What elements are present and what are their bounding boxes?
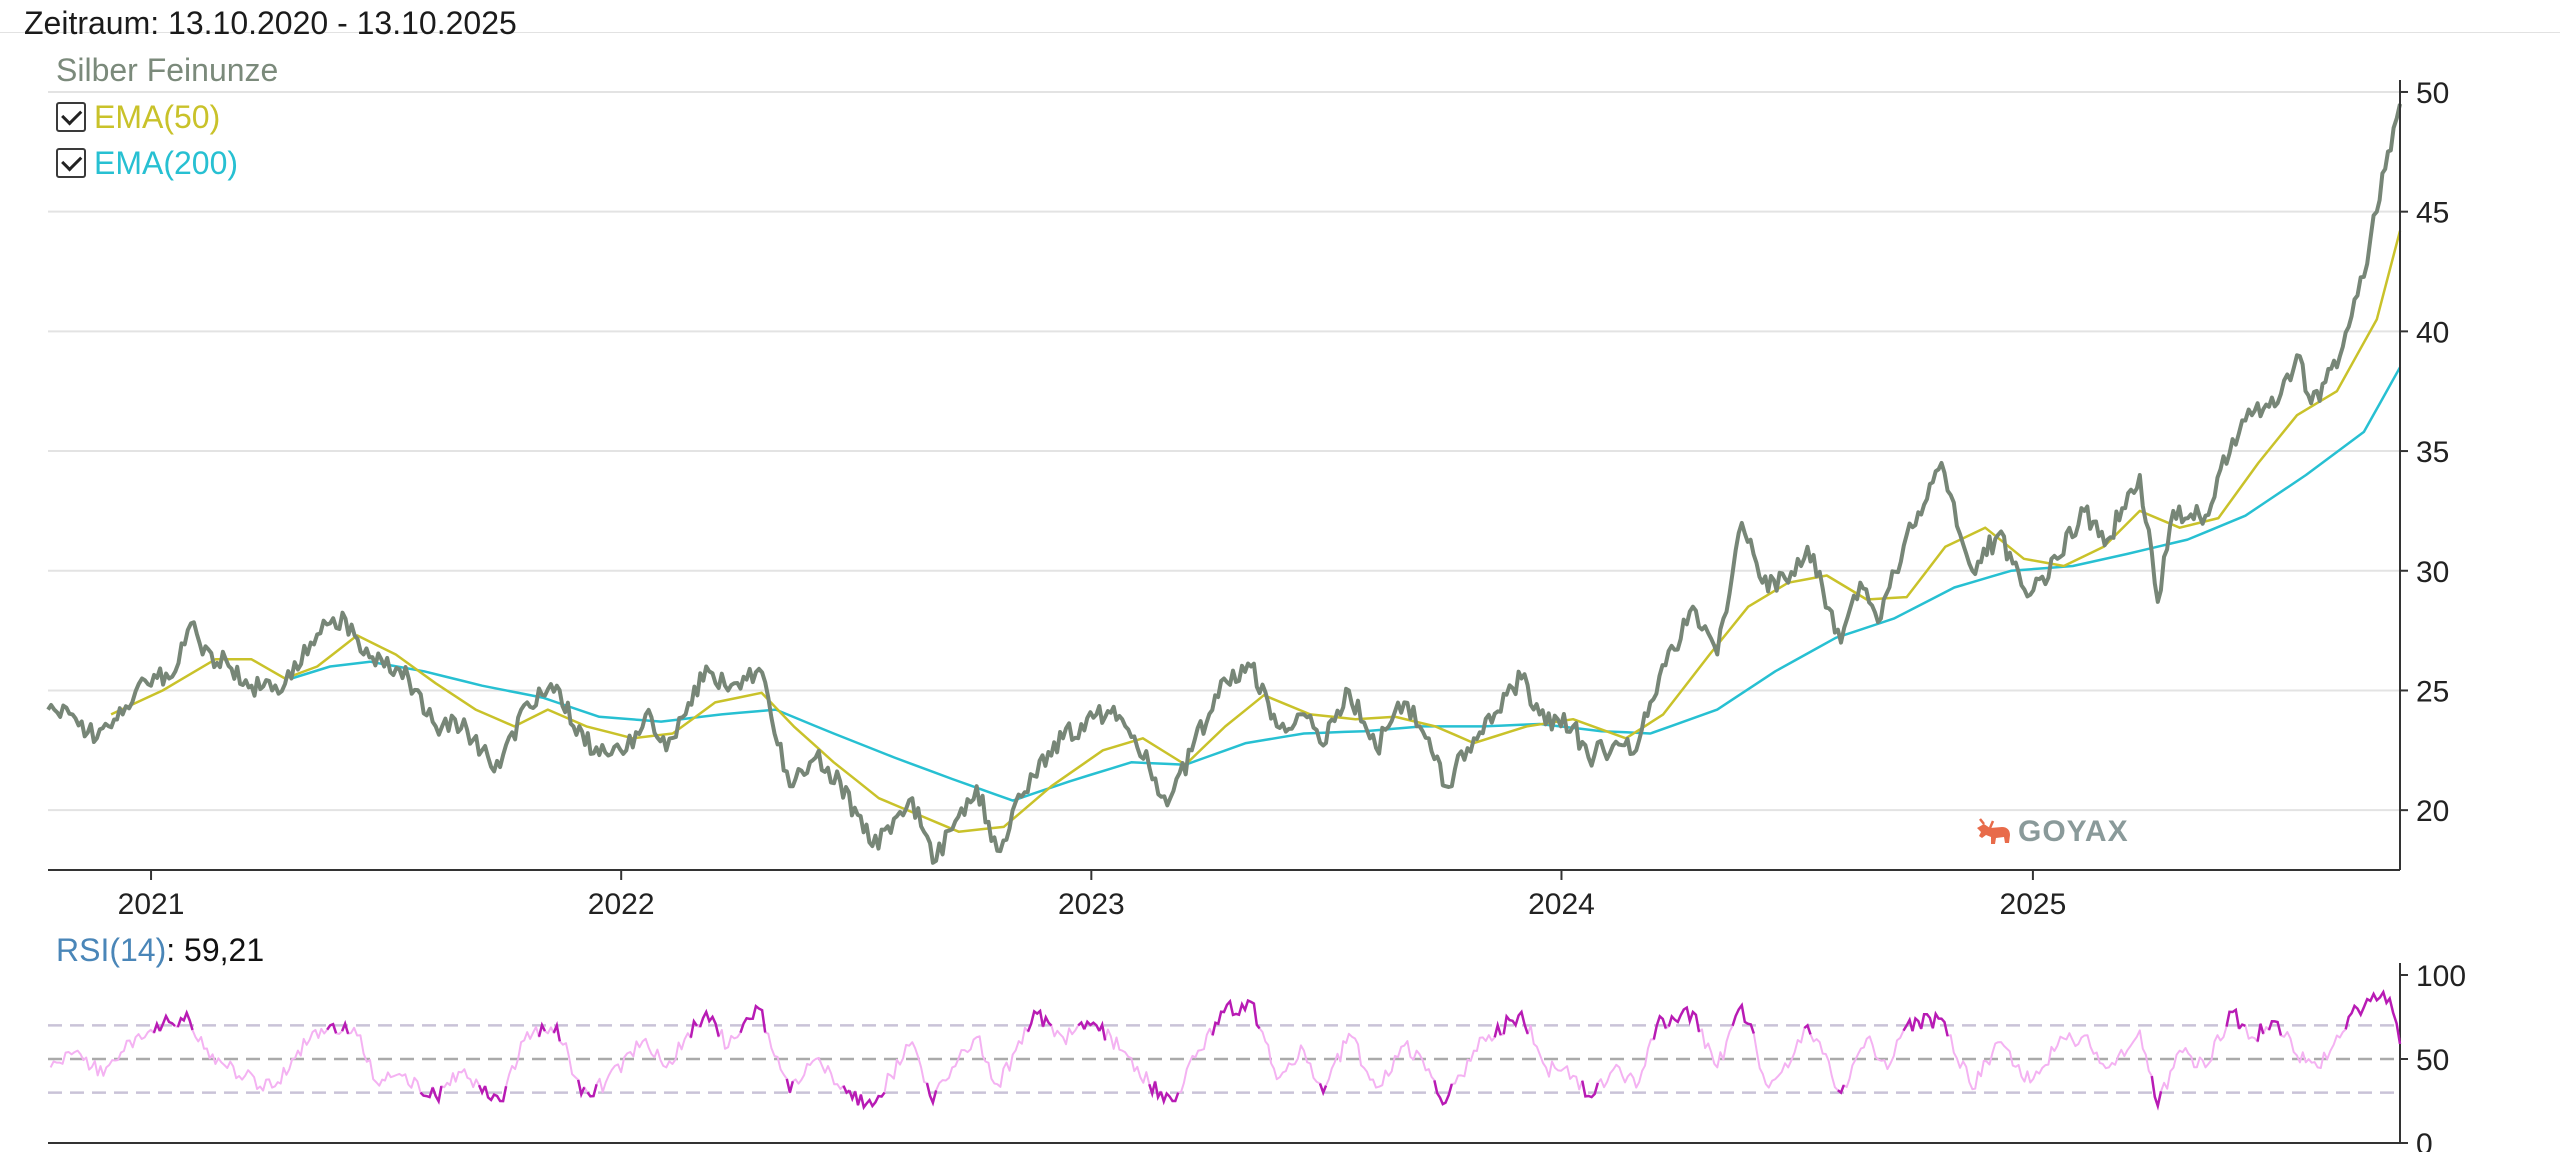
rsi-extreme-segment xyxy=(1902,1016,1914,1032)
check-icon xyxy=(61,150,83,172)
rsi-extreme-segment xyxy=(2225,1007,2241,1029)
rsi-extreme-segment xyxy=(1083,1019,1101,1032)
y-tick-label: 30 xyxy=(2416,556,2449,589)
rsi-extreme-segment xyxy=(1159,1091,1180,1106)
rsi-extreme-segment xyxy=(925,1082,938,1107)
rsi-extreme-segment xyxy=(537,1021,547,1038)
rsi-y-tick-label: 100 xyxy=(2416,960,2466,993)
ema200-label: EMA(200) xyxy=(94,144,239,181)
y-tick-label: 25 xyxy=(2416,675,2449,708)
rsi-extreme-segment xyxy=(2150,1075,2163,1111)
rsi-extreme-segment xyxy=(1098,1020,1107,1041)
rsi-extreme-segment xyxy=(1026,1008,1045,1033)
ema200-checkbox[interactable] xyxy=(56,148,86,178)
rsi-extreme-segment xyxy=(326,1022,338,1034)
rsi-extreme-segment xyxy=(431,1085,443,1105)
ema50-toggle[interactable]: EMA(50) xyxy=(56,98,220,136)
y-tick-label: 20 xyxy=(2416,795,2449,828)
rsi-separator: : xyxy=(166,932,185,968)
x-tick-label: 2023 xyxy=(1058,888,1125,921)
rsi-extreme-segment xyxy=(1211,998,1261,1036)
rsi-chart: 0 50 100 xyxy=(48,960,2466,1152)
goyax-logo: GOYAX xyxy=(1974,815,2129,849)
rsi-extreme-segment xyxy=(477,1084,487,1096)
rsi-extreme-segment xyxy=(2267,1020,2283,1036)
rsi-extreme-segment xyxy=(576,1079,586,1099)
ema200-toggle[interactable]: EMA(200) xyxy=(56,144,238,182)
rsi-extreme-segment xyxy=(176,1009,194,1031)
ema200-line xyxy=(291,366,2402,802)
series-name: Silber Feinunze xyxy=(56,52,279,88)
rsi-extreme-segment xyxy=(1652,1014,1667,1040)
period-label: Zeitraum: 13.10.2020 - 13.10.2025 xyxy=(24,5,517,41)
rsi-extreme-segment xyxy=(1919,1013,1935,1030)
rsi-y-tick-label: 0 xyxy=(2416,1128,2433,1152)
rsi-extreme-segment xyxy=(739,1004,767,1034)
rsi-extreme-segment xyxy=(848,1090,857,1103)
rsi-extreme-segment xyxy=(1911,1016,1923,1032)
rsi-extreme-segment xyxy=(785,1078,795,1093)
y-tick-label: 35 xyxy=(2416,436,2449,469)
rsi-extreme-segment xyxy=(1803,1023,1812,1035)
rsi-extreme-segment xyxy=(1731,1002,1755,1034)
rsi-extreme-segment xyxy=(552,1020,562,1042)
rsi-extreme-segment xyxy=(1153,1081,1163,1102)
check-icon xyxy=(61,104,83,126)
ema200-layer xyxy=(291,366,2402,802)
rsi-extreme-segment xyxy=(2344,989,2402,1045)
rsi-value: 59,21 xyxy=(184,932,265,968)
rsi-name: RSI(14) xyxy=(56,932,167,968)
rsi-extreme-segment xyxy=(419,1087,434,1099)
ema50-label: EMA(50) xyxy=(94,98,221,135)
price-layer xyxy=(46,103,2402,865)
bull-icon xyxy=(1977,818,2010,844)
rsi-extreme-segment xyxy=(340,1019,350,1035)
rsi-extreme-segment xyxy=(1581,1080,1600,1099)
rsi-extreme-segment xyxy=(698,1008,720,1037)
price-line xyxy=(46,103,2402,865)
y-tick-label: 40 xyxy=(2416,316,2449,349)
rsi-extreme-segment xyxy=(1931,1010,1949,1037)
rsi-extreme-segment xyxy=(1041,1013,1053,1027)
rsi-extreme-segment xyxy=(1493,1020,1502,1038)
rsi-extreme-segment xyxy=(1077,1020,1086,1030)
ema50-layer xyxy=(110,230,2402,833)
rsi-extreme-segment xyxy=(1837,1084,1845,1095)
rsi-extreme-segment xyxy=(2238,1023,2246,1030)
rsi-extreme-segment xyxy=(586,1083,598,1098)
rsi-extreme-segment xyxy=(158,1013,176,1032)
rsi-extreme-segment xyxy=(689,1018,699,1038)
rsi-extreme-segment xyxy=(483,1085,508,1103)
ema50-checkbox[interactable] xyxy=(56,102,86,132)
ema50-line xyxy=(110,230,2402,833)
y-tick-label: 50 xyxy=(2416,77,2449,110)
x-tick-label: 2024 xyxy=(1528,888,1595,921)
header-divider xyxy=(0,32,2560,33)
rsi-extreme-segment xyxy=(1148,1081,1157,1099)
rsi-extreme-segment xyxy=(1318,1083,1328,1097)
x-tick-label: 2025 xyxy=(2000,888,2067,921)
rsi-extreme-segment xyxy=(1433,1080,1454,1106)
rsi-extreme-segment xyxy=(152,1020,162,1034)
rsi-label: RSI(14): 59,21 xyxy=(56,932,264,969)
y-tick-label: 45 xyxy=(2416,197,2449,230)
x-tick-label: 2022 xyxy=(588,888,655,921)
rsi-extreme-segment xyxy=(853,1091,886,1111)
rsi-y-tick-label: 50 xyxy=(2416,1044,2449,1077)
rsi-extreme-segment xyxy=(1667,1005,1701,1033)
rsi-extreme-segment xyxy=(2256,1023,2265,1042)
logo-text: GOYAX xyxy=(2018,815,2129,848)
rsi-extreme-segment xyxy=(1502,1009,1529,1035)
grid xyxy=(48,90,2400,812)
x-tick-label: 2021 xyxy=(118,888,185,921)
